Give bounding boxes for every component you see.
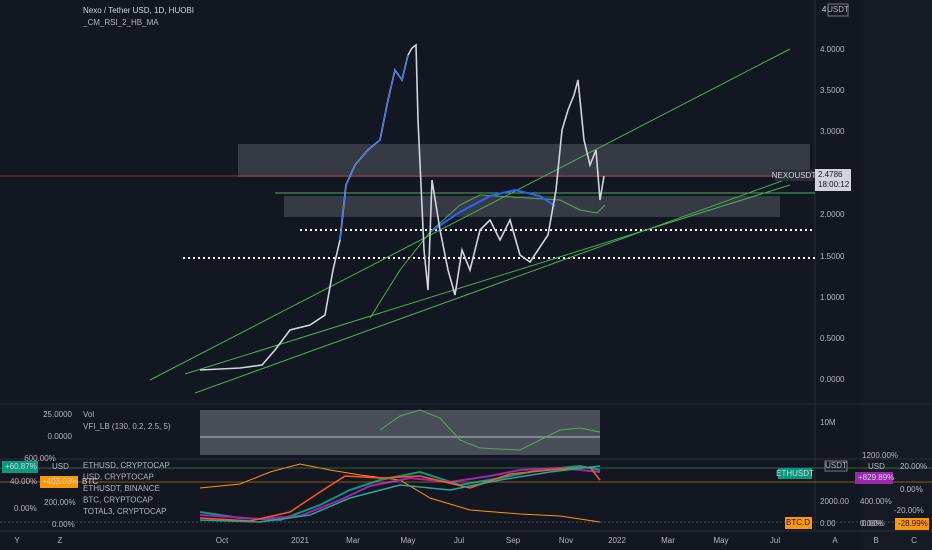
- legend-entry: TOTAL3, CRYPTOCAP: [83, 507, 166, 516]
- side-label: 400.00%: [860, 497, 892, 506]
- volume-axis-label: 10M: [820, 418, 836, 427]
- compare-right-tag-text: ETHUSDT: [776, 469, 814, 478]
- price-tag-value: 2.4786: [818, 170, 843, 179]
- legend-entry: USD, CRYPTOCAP: [83, 473, 154, 482]
- ma-line: [429, 188, 556, 233]
- trend-line: [149, 48, 791, 381]
- zone-box: [238, 144, 810, 177]
- corner-icon[interactable]: Y: [14, 536, 20, 545]
- time-label: Sep: [506, 536, 521, 545]
- price-label: 3.5000: [820, 86, 845, 95]
- side-label: 0.00%: [860, 519, 883, 528]
- far-tag-text: -28.99%: [898, 519, 928, 528]
- compare-tag: [40, 476, 78, 488]
- vfi-title: VFI_LB (130, 0.2, 2.5, 5): [83, 422, 171, 431]
- candles: [339, 54, 409, 241]
- legend-entry: BTC, CRYPTOCAP: [83, 496, 153, 505]
- price-label: 0.0000: [820, 375, 845, 384]
- time-label: Mar: [346, 536, 360, 545]
- compare-tag-text: +403.03%: [42, 477, 78, 486]
- compare-unit: BTC: [82, 477, 98, 486]
- corner-icon[interactable]: B: [873, 536, 878, 545]
- price-label: 2.0000: [820, 210, 845, 219]
- side-panel: [860, 0, 932, 550]
- time-label: Mar: [661, 536, 675, 545]
- price-tag-countdown: 18:00:12: [818, 180, 850, 189]
- symbol-tag: [775, 170, 813, 181]
- side-unit: USD: [868, 462, 885, 471]
- compare-tag-text: +60.87%: [5, 462, 37, 471]
- unit-box[interactable]: [824, 460, 848, 472]
- volume-bars: [200, 410, 600, 455]
- compare-label: 0.00%: [14, 504, 37, 513]
- symbol-title: Nexo / Tether USD, 1D, HUOBI: [83, 6, 194, 15]
- price-label: 1.0000: [820, 293, 845, 302]
- legend-entry: ETHUSD, CRYPTOCAP: [83, 461, 170, 470]
- scale-mode[interactable]: 4: [822, 5, 827, 14]
- far-tag: [895, 518, 929, 530]
- currency[interactable]: USDT: [827, 5, 849, 14]
- time-label: Nov: [559, 536, 573, 545]
- corner-icon[interactable]: A: [832, 536, 838, 545]
- price-line: [199, 43, 605, 371]
- trend-line: [184, 184, 791, 375]
- time-label: May: [400, 536, 415, 545]
- price-tag: [815, 169, 851, 191]
- compare-right-label: 2000.00: [820, 497, 849, 506]
- far-label: 0.00%: [862, 519, 885, 528]
- compare-line: [199, 466, 601, 522]
- volume-title: Vol: [83, 410, 94, 419]
- trend-line: [194, 177, 791, 394]
- volume-label: 0.0000: [48, 432, 73, 441]
- corner-icon[interactable]: C: [911, 536, 917, 545]
- compare-right-label: 0.00: [820, 519, 836, 528]
- time-label: Jul: [454, 536, 464, 545]
- compare-right-tag: [778, 468, 812, 479]
- corner-icon[interactable]: Z: [58, 536, 63, 545]
- compare-label: 200.00%: [44, 498, 76, 507]
- compare-line: [199, 466, 601, 521]
- compare-tag: [2, 461, 38, 473]
- compare-label: 600.00%: [24, 454, 56, 463]
- ma-line: [479, 194, 606, 214]
- indicator-title: _CM_RSI_2_HB_MA: [82, 18, 159, 27]
- far-label: 0.00%: [900, 485, 923, 494]
- symbol-tag-text: NEXOUSDT: [772, 171, 817, 180]
- side-tag-text: +829.89%: [858, 473, 894, 482]
- side-tag: [855, 472, 893, 484]
- vfi-line: [379, 409, 601, 451]
- time-label: 2021: [291, 536, 309, 545]
- time-label: May: [713, 536, 728, 545]
- time-label: Oct: [216, 536, 229, 545]
- currency-box[interactable]: [827, 3, 849, 17]
- compare-line: [199, 465, 601, 523]
- compare-right-unit[interactable]: USDT: [825, 461, 847, 470]
- price-label: 3.0000: [820, 127, 845, 136]
- price-label: 1.5000: [820, 252, 845, 261]
- price-label: 0.5000: [820, 334, 845, 343]
- far-label: -20.00%: [894, 506, 924, 515]
- dominance-tag-text: BTC.D: [786, 518, 810, 527]
- time-label: 2022: [608, 536, 626, 545]
- legend-entry: ETHUSDT, BINANCE: [83, 484, 160, 493]
- far-label: 20.00%: [900, 462, 927, 471]
- price-label: 4.0000: [820, 45, 845, 54]
- side-label: 1200.00%: [862, 451, 898, 460]
- compare-unit: USD: [52, 462, 69, 471]
- time-label: Jul: [770, 536, 780, 545]
- dominance-tag: [785, 517, 812, 529]
- zone-box: [284, 196, 780, 217]
- compare-label: 0.00%: [52, 520, 75, 529]
- volume-label: 25.0000: [43, 410, 72, 419]
- compare-label: 40.00%: [10, 477, 37, 486]
